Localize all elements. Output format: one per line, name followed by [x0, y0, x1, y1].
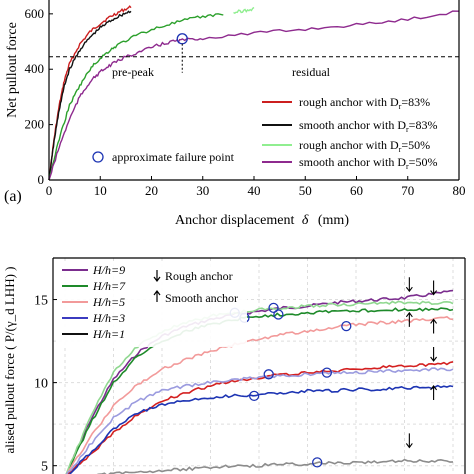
series-line	[65, 307, 454, 474]
series-line	[66, 361, 454, 474]
series-line	[65, 315, 454, 474]
failure-point	[248, 390, 260, 402]
legend-item: rough anchor with Dr=50%	[262, 138, 430, 154]
up-arrow-icon	[405, 311, 413, 327]
y-tick-label: 5	[41, 460, 48, 474]
x-tick-label: 10	[94, 183, 107, 198]
legend-item: smooth anchor with Dr=50%	[262, 155, 437, 171]
x-tick-label: 80	[453, 183, 466, 198]
panel-b-series	[65, 289, 454, 474]
series-line	[233, 6, 255, 15]
y-tick-labels: 5 10 15	[34, 294, 57, 474]
x-tick-label: 50	[299, 183, 312, 198]
legend-label: smooth anchor with Dr=83%	[299, 118, 437, 134]
x-tick-label: 0	[46, 183, 53, 198]
x-tick-labels: 0 10 20 30 40 50 60 70 80	[46, 176, 466, 198]
y-axis-label: alised pullout force ( P/(γ_d LHH) )	[2, 267, 17, 454]
down-arrow-icon	[430, 347, 438, 362]
y-tick-label: 15	[34, 294, 48, 309]
y-tick-label: 0	[38, 172, 45, 187]
failure-point	[341, 320, 352, 332]
legend-label: H/h=1	[92, 327, 125, 341]
panel-b-chart: 5 10 15 alised pullout force ( P/(γ_d LHH)…	[2, 257, 466, 474]
legend-box	[57, 262, 247, 347]
series-line	[65, 300, 454, 474]
x-tick-label: 60	[350, 183, 363, 198]
x-axis-label: Anchor displacement δ (mm)	[175, 213, 349, 228]
up-arrow-icon	[430, 385, 438, 400]
legend-label: approximate failure point	[112, 150, 235, 164]
legend-b: H/h=9 H/h=7 H/h=5 H/h=3 H/h=1 Rough anchor S…	[57, 262, 247, 347]
legend-label: rough anchor with Dr=83%	[299, 95, 430, 111]
y-tick-label: 400	[25, 61, 45, 76]
up-arrow-icon	[153, 290, 161, 302]
failure-point	[321, 367, 333, 378]
x-tick-label: 30	[196, 183, 209, 198]
panel-a-series	[48, 5, 460, 181]
legend-item: smooth anchor with Dr=83%	[262, 118, 437, 134]
y-tick-labels: 0 200 400 600	[25, 6, 53, 187]
legend-a: rough anchor with Dr=83% smooth anchor w…	[92, 95, 437, 171]
legend-item: rough anchor with Dr=83%	[262, 95, 430, 111]
legend-items: H/h=9 H/h=7 H/h=5 H/h=3 H/h=1	[62, 263, 126, 341]
up-arrow-icon	[430, 318, 438, 334]
y-tick-label: 10	[34, 377, 48, 392]
legend-item-failure: approximate failure point	[92, 150, 235, 164]
legend-smooth-arrow: Smooth anchor	[153, 290, 238, 305]
legend-label: H/h=9	[92, 263, 125, 277]
failure-point	[312, 457, 323, 468]
y-tick-label: 200	[25, 117, 45, 132]
annotation-pre-peak: pre-peak	[112, 65, 154, 79]
x-tick-label: 70	[401, 183, 414, 198]
series-line	[65, 289, 454, 474]
series-line	[96, 458, 454, 474]
failure-points	[229, 302, 352, 468]
legend-label: Smooth anchor	[165, 291, 238, 305]
failure-marker-icon	[92, 151, 104, 163]
legend-label: rough anchor with Dr=50%	[299, 138, 430, 154]
x-tick-label: 20	[145, 183, 158, 198]
y-axis-label: Net pullout force	[5, 22, 20, 118]
legend-rough-arrow: Rough anchor	[153, 269, 233, 283]
down-arrow-icon	[153, 270, 161, 282]
panel-a-chart: 0 10 20 30 40 50 60 70 80 0 200 400 600 Net pullout…	[4, 0, 466, 228]
panel-label: (a)	[4, 188, 22, 205]
legend-label: H/h=5	[92, 295, 125, 309]
legend-label: Rough anchor	[165, 269, 233, 283]
series-line	[48, 10, 460, 181]
y-tick-label: 600	[25, 6, 45, 21]
failure-point	[268, 302, 279, 313]
series-line	[48, 13, 224, 181]
x-tick-label: 40	[248, 183, 261, 198]
legend-label: H/h=7	[92, 279, 126, 293]
series-line	[65, 367, 454, 474]
failure-point	[263, 369, 274, 380]
down-arrow-icon	[405, 277, 413, 293]
failure-arrows	[405, 277, 438, 449]
failure-point	[273, 309, 284, 320]
legend-label: smooth anchor with Dr=50%	[299, 155, 437, 171]
failure-points	[176, 33, 188, 73]
legend-label: H/h=3	[92, 311, 125, 325]
annotation-residual: residual	[292, 65, 331, 79]
down-arrow-icon	[430, 280, 438, 296]
series-line	[48, 10, 132, 181]
down-arrow-icon	[405, 433, 413, 449]
